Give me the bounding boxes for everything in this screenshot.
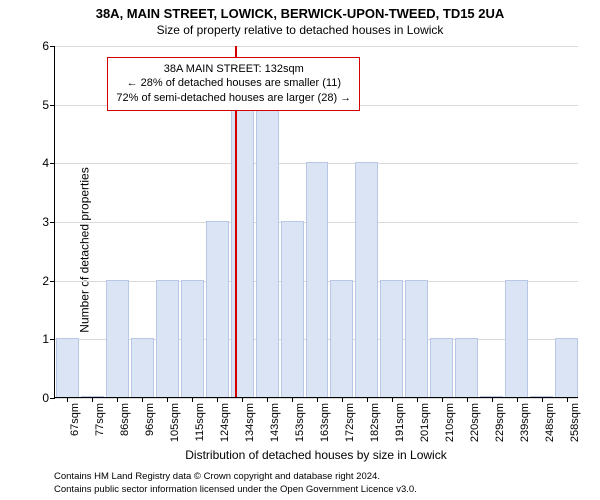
x-tick-label: 220sqm bbox=[469, 403, 481, 442]
x-tick-label: 248sqm bbox=[544, 403, 556, 442]
x-tick-mark bbox=[367, 397, 368, 402]
x-tick-label: 115sqm bbox=[194, 403, 206, 441]
chart-container: 38A, MAIN STREET, LOWICK, BERWICK-UPON-T… bbox=[0, 0, 600, 500]
x-tick-label: 153sqm bbox=[294, 403, 306, 442]
x-tick-label: 201sqm bbox=[419, 403, 431, 442]
bar bbox=[405, 280, 428, 397]
x-tick-mark bbox=[467, 397, 468, 402]
bar bbox=[256, 104, 279, 397]
bar bbox=[206, 221, 229, 397]
x-tick-label: 191sqm bbox=[394, 403, 406, 442]
x-tick-mark bbox=[267, 397, 268, 402]
x-tick-mark bbox=[442, 397, 443, 402]
x-tick-label: 229sqm bbox=[494, 403, 506, 442]
annotation-line3: 72% of semi-detached houses are larger (… bbox=[116, 91, 351, 106]
x-tick-label: 210sqm bbox=[444, 403, 456, 442]
bar bbox=[56, 338, 79, 397]
x-tick-mark bbox=[292, 397, 293, 402]
x-tick-label: 77sqm bbox=[94, 403, 106, 436]
x-tick-label: 67sqm bbox=[69, 403, 81, 436]
x-tick-mark bbox=[342, 397, 343, 402]
annotation-box: 38A MAIN STREET: 132sqm ← 28% of detache… bbox=[107, 57, 360, 112]
x-tick-label: 182sqm bbox=[369, 403, 381, 442]
x-tick-mark bbox=[92, 397, 93, 402]
x-tick-mark bbox=[217, 397, 218, 402]
x-tick-label: 124sqm bbox=[219, 403, 231, 442]
x-tick-mark bbox=[517, 397, 518, 402]
x-axis-label: Distribution of detached houses by size … bbox=[54, 448, 578, 462]
bar bbox=[455, 338, 478, 397]
footer: Contains HM Land Registry data © Crown c… bbox=[54, 471, 417, 496]
x-tick-mark bbox=[192, 397, 193, 402]
bar bbox=[156, 280, 179, 397]
x-tick-mark bbox=[242, 397, 243, 402]
chart-title-sub: Size of property relative to detached ho… bbox=[0, 21, 600, 37]
x-tick-mark bbox=[492, 397, 493, 402]
bar bbox=[281, 221, 304, 397]
x-tick-label: 96sqm bbox=[144, 403, 156, 436]
x-tick-mark bbox=[117, 397, 118, 402]
bar bbox=[555, 338, 578, 397]
bar bbox=[430, 338, 453, 397]
bar bbox=[505, 280, 528, 397]
x-tick-mark bbox=[542, 397, 543, 402]
x-tick-label: 239sqm bbox=[519, 403, 531, 442]
x-tick-label: 163sqm bbox=[319, 403, 331, 442]
bar bbox=[181, 280, 204, 397]
x-tick-mark bbox=[167, 397, 168, 402]
bar bbox=[380, 280, 403, 397]
footer-line2: Contains public sector information licen… bbox=[54, 484, 417, 496]
x-tick-mark bbox=[417, 397, 418, 402]
x-tick-mark bbox=[67, 397, 68, 402]
annotation-line2: ← 28% of detached houses are smaller (11… bbox=[116, 76, 351, 91]
annotation-line1: 38A MAIN STREET: 132sqm bbox=[116, 62, 351, 77]
x-tick-label: 258sqm bbox=[569, 403, 581, 442]
bar bbox=[106, 280, 129, 397]
footer-line1: Contains HM Land Registry data © Crown c… bbox=[54, 471, 417, 483]
x-tick-mark bbox=[317, 397, 318, 402]
bar bbox=[355, 162, 378, 397]
bar bbox=[131, 338, 154, 397]
x-tick-label: 86sqm bbox=[119, 403, 131, 436]
plot-area: 0123456 38A MAIN STREET: 132sqm ← 28% of… bbox=[54, 46, 578, 398]
x-tick-label: 134sqm bbox=[244, 403, 256, 442]
x-tick-mark bbox=[392, 397, 393, 402]
x-tick-mark bbox=[142, 397, 143, 402]
y-tick-mark bbox=[50, 398, 55, 399]
x-tick-mark bbox=[567, 397, 568, 402]
x-tick-label: 172sqm bbox=[344, 403, 356, 442]
x-tick-label: 105sqm bbox=[169, 403, 181, 442]
bar bbox=[330, 280, 353, 397]
bar bbox=[306, 162, 329, 397]
chart-title-main: 38A, MAIN STREET, LOWICK, BERWICK-UPON-T… bbox=[0, 0, 600, 21]
x-tick-label: 143sqm bbox=[269, 403, 281, 442]
